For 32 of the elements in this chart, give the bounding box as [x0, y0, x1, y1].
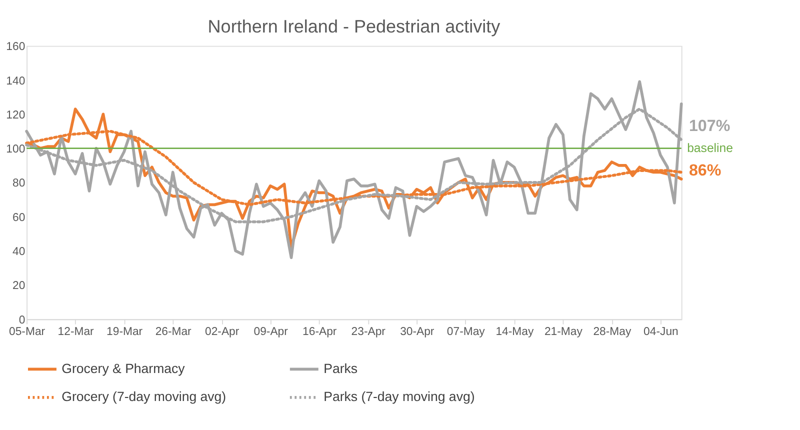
annotation: 86%: [688, 161, 722, 180]
y-tick-label: 160: [6, 41, 26, 54]
x-tick-label: 19-Mar: [106, 326, 143, 338]
x-tick-label: 07-May: [446, 326, 486, 338]
y-tick-label: 0: [18, 314, 26, 326]
x-tick-label: 23-Apr: [351, 326, 386, 338]
x-tick-label: 05-Mar: [9, 326, 46, 338]
x-tick-label: 04-Jun: [644, 326, 678, 338]
y-tick-label: 80: [12, 178, 26, 190]
x-tick-label: 09-Apr: [254, 326, 288, 338]
y-tick-label: 120: [6, 109, 26, 122]
y-tick-label: 100: [6, 144, 26, 156]
x-tick-label: 30-Apr: [400, 326, 434, 338]
legend-label: Grocery & Pharmacy: [62, 360, 186, 376]
y-tick-label: 60: [12, 212, 26, 224]
x-tick-label: 02-Apr: [205, 326, 240, 338]
y-tick-label: 140: [6, 75, 26, 88]
x-tick-label: 28-May: [593, 326, 632, 338]
x-tick-label: 16-Apr: [302, 326, 337, 338]
x-tick-label: 14-May: [496, 326, 534, 338]
y-tick-label: 40: [12, 246, 26, 258]
x-tick-label: 21-May: [544, 326, 583, 338]
x-tick-label: 26-Mar: [155, 326, 192, 338]
y-tick-label: 20: [12, 280, 26, 292]
annotation: 107%: [688, 116, 730, 135]
legend-label: Grocery (7-day moving avg): [62, 389, 226, 404]
legend-label: Parks (7-day moving avg): [324, 389, 475, 404]
legend-label: Parks: [324, 360, 358, 376]
ref-line-label: baseline: [687, 141, 734, 156]
x-tick-label: 12-Mar: [58, 326, 94, 338]
line-series: [25, 80, 683, 260]
chart-title: Northern Ireland - Pedestrian activity: [208, 16, 500, 37]
